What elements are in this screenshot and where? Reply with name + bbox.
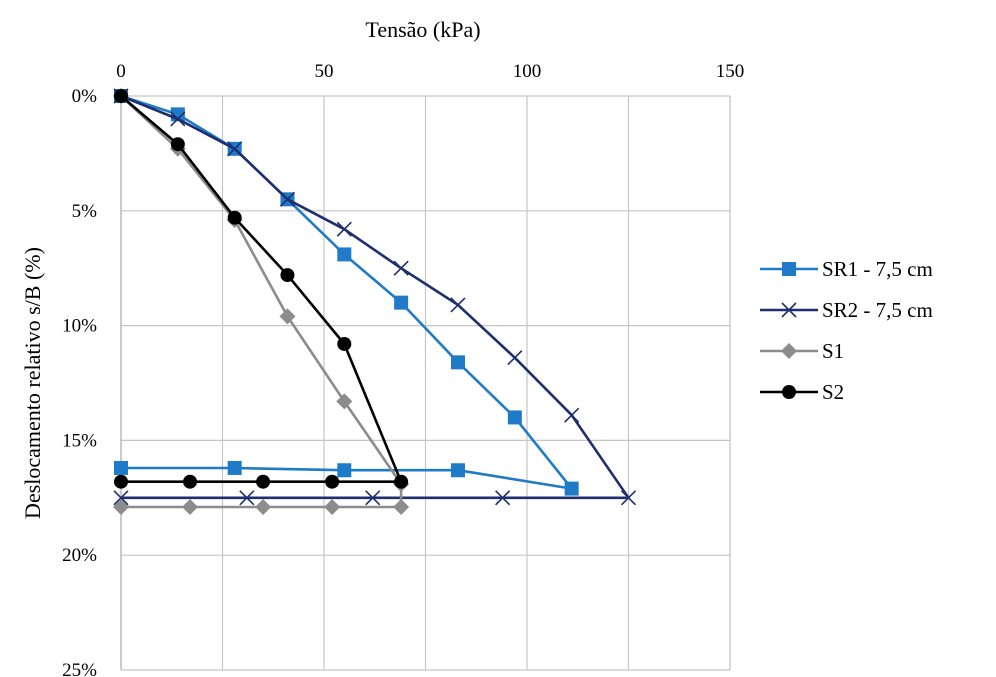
y-tick-label: 10% <box>62 316 97 337</box>
data-point <box>227 141 243 157</box>
legend-label: S2 <box>822 380 844 404</box>
data-point <box>114 89 128 103</box>
data-point <box>182 498 199 515</box>
data-point <box>564 407 580 423</box>
data-point <box>337 463 352 478</box>
data-point <box>113 498 129 515</box>
series-2 <box>113 88 637 506</box>
horizontal-gridlines <box>121 95 730 671</box>
data-point <box>450 297 466 313</box>
data-point <box>337 336 352 351</box>
y-tick-label: 20% <box>62 545 97 566</box>
legend-entry: SR2 - 7,5 cm <box>760 298 933 322</box>
data-point <box>393 260 409 276</box>
data-point <box>114 460 128 475</box>
y-tick-label: 15% <box>62 430 97 451</box>
data-point <box>337 247 352 262</box>
data-point <box>336 393 353 410</box>
data-point <box>782 262 796 276</box>
data-point <box>227 210 242 225</box>
data-point <box>170 137 185 152</box>
data-point <box>782 385 796 399</box>
x-tick-label: 100 <box>513 61 542 82</box>
data-point <box>239 490 255 506</box>
data-point <box>325 474 340 489</box>
data-point <box>620 490 637 506</box>
y-tick-label: 0% <box>72 86 98 107</box>
series-3 <box>113 88 410 515</box>
data-point <box>279 191 296 207</box>
data-point <box>256 474 271 489</box>
data-point <box>113 490 129 506</box>
legend-entry: S2 <box>760 380 844 404</box>
data-point <box>781 302 797 318</box>
series-line <box>120 94 630 500</box>
x-tick-label: 150 <box>716 61 745 82</box>
data-point <box>394 474 409 489</box>
legend: SR1 - 7,5 cm SR2 - 7,5 cm S1 S2 <box>760 257 933 404</box>
legend-label: SR1 - 7,5 cm <box>822 257 933 281</box>
data-point <box>114 474 128 489</box>
data-point <box>227 460 242 475</box>
y-tick-label: 25% <box>62 660 97 677</box>
data-point <box>450 355 465 370</box>
y-axis-title: Deslocamento relativo s/B (%) <box>20 247 45 519</box>
legend-entry: SR1 - 7,5 cm <box>760 257 933 281</box>
series-4 <box>114 89 409 489</box>
x-tick-label: 50 <box>315 61 334 82</box>
data-point <box>336 221 352 237</box>
x-axis-title: Tensão (kPa) <box>365 17 480 42</box>
y-tick-label: 5% <box>72 201 98 222</box>
legend-entry: S1 <box>760 339 844 363</box>
series-line <box>120 95 403 509</box>
data-point <box>507 350 523 366</box>
data-point <box>781 343 797 359</box>
data-point <box>170 111 186 127</box>
data-point <box>394 295 409 310</box>
x-tick-label: 0 <box>116 61 126 82</box>
legend-label: SR2 - 7,5 cm <box>822 298 933 322</box>
data-point <box>393 498 410 515</box>
data-point <box>564 481 579 496</box>
data-point <box>365 490 381 506</box>
vertical-gridlines <box>120 96 731 670</box>
data-point <box>507 410 522 425</box>
data-point <box>255 498 272 515</box>
data-point <box>183 474 198 489</box>
data-point <box>280 268 295 283</box>
series-line <box>120 94 573 490</box>
x-tick-labels: 0 50 100 150 <box>116 61 744 82</box>
data-point <box>279 308 296 325</box>
y-tick-labels: 0% 5% 10% 15% 20% 25% <box>62 86 97 677</box>
data-point <box>450 463 465 478</box>
data-point <box>495 490 511 506</box>
legend-label: S1 <box>822 339 844 363</box>
data-point <box>324 498 341 515</box>
series-line <box>120 95 403 483</box>
series-layer <box>113 88 637 515</box>
